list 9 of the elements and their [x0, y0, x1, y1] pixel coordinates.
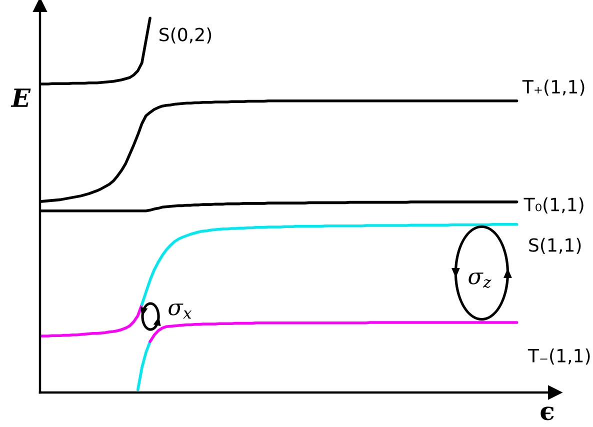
annotation: σ$_{x}$: [168, 304, 192, 319]
series-label: T₋(1,1): [528, 348, 590, 365]
y-axis-title: E: [10, 88, 31, 107]
annotation: σ$_{z}$: [468, 272, 492, 288]
series-label: T₊(1,1): [522, 80, 584, 96]
series-label: S(1,1): [529, 238, 581, 254]
series-label: S(0,2): [160, 27, 212, 44]
series-label: T₀(1,1): [524, 197, 584, 214]
x-axis-title: ϵ: [540, 406, 554, 420]
